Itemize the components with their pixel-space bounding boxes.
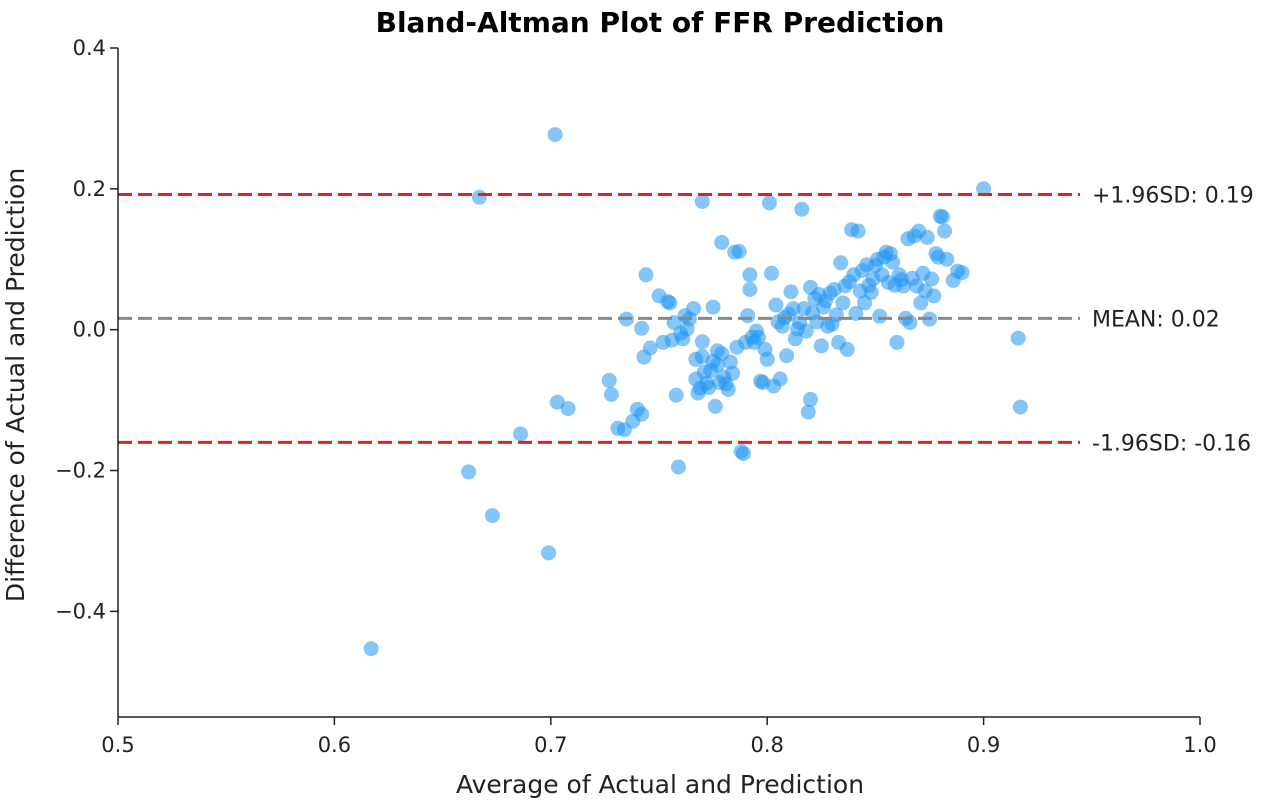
x-axis-label: Average of Actual and Prediction <box>456 770 864 799</box>
data-point <box>671 459 686 475</box>
data-point <box>471 189 487 205</box>
data-point <box>461 464 477 480</box>
data-point <box>772 371 788 387</box>
data-point <box>939 251 955 267</box>
upper-line-label: +1.96SD: 0.19 <box>1092 183 1254 208</box>
data-point <box>694 194 710 209</box>
y-tick-label: −0.4 <box>55 599 106 623</box>
data-point <box>919 229 935 245</box>
axis-ticks: 0.5 0.6 0.7 0.8 0.9 1.0 0.4 0.2 0.0 −0.2 −0.4 <box>55 36 1217 757</box>
data-point <box>761 195 777 211</box>
data-point <box>937 223 953 239</box>
data-point <box>924 271 940 287</box>
data-point <box>638 267 654 283</box>
data-point <box>662 295 678 311</box>
data-point <box>885 254 901 270</box>
data-point <box>541 545 557 561</box>
chart-title: Bland-Altman Plot of FFR Prediction <box>376 6 945 39</box>
data-point <box>889 334 905 350</box>
data-point <box>634 406 650 422</box>
x-tick-label: 0.8 <box>750 733 783 757</box>
data-point <box>803 391 818 407</box>
x-tick-label: 0.5 <box>101 733 134 757</box>
x-tick-label: 0.9 <box>967 733 1000 757</box>
data-point <box>722 354 738 370</box>
data-point <box>694 334 710 350</box>
data-point <box>634 320 650 336</box>
data-point <box>484 508 500 524</box>
data-point <box>783 284 799 300</box>
data-point <box>560 401 576 417</box>
data-point <box>742 282 758 297</box>
data-point <box>850 223 866 239</box>
reference-lines: +1.96SD: 0.19 MEAN: 0.02 -1.96SD: -0.16 <box>118 183 1254 456</box>
data-point <box>935 209 950 225</box>
data-point <box>742 267 758 283</box>
lower-line-label: -1.96SD: -0.16 <box>1092 431 1251 456</box>
data-point <box>714 234 730 250</box>
mean-line-label: MEAN: 0.02 <box>1092 307 1220 332</box>
data-point <box>735 446 751 462</box>
data-point <box>800 404 816 420</box>
data-point <box>794 201 810 217</box>
data-point <box>759 351 775 367</box>
data-point <box>764 265 779 281</box>
data-point <box>913 295 929 311</box>
data-point <box>1012 399 1028 415</box>
data-point <box>725 365 741 381</box>
data-point <box>707 398 723 414</box>
y-tick-label: 0.4 <box>73 36 106 60</box>
data-point <box>720 382 736 397</box>
data-point <box>798 323 814 339</box>
data-point <box>601 372 617 388</box>
data-point <box>785 301 801 317</box>
data-point <box>549 394 565 410</box>
data-point <box>740 308 756 324</box>
y-tick-label: 0.0 <box>73 318 106 342</box>
x-tick-label: 0.7 <box>534 733 567 757</box>
data-point <box>751 329 766 345</box>
data-point <box>813 338 829 354</box>
data-point <box>668 387 684 403</box>
data-point <box>363 641 379 657</box>
data-point <box>686 301 702 317</box>
data-point <box>954 265 970 281</box>
x-tick-label: 1.0 <box>1183 733 1216 757</box>
data-point <box>976 181 992 197</box>
data-points <box>363 127 1028 657</box>
data-point <box>603 387 619 402</box>
data-point <box>513 426 528 442</box>
data-point <box>547 127 563 143</box>
data-point <box>705 299 721 315</box>
data-point <box>839 341 855 357</box>
data-point <box>833 255 849 271</box>
y-axis-label: Difference of Actual and Prediction <box>1 168 30 602</box>
data-point <box>642 340 658 356</box>
data-point <box>779 348 795 364</box>
y-tick-label: 0.2 <box>73 177 106 201</box>
data-point <box>731 244 747 259</box>
data-point <box>835 295 851 311</box>
x-tick-label: 0.6 <box>318 733 351 757</box>
data-point <box>872 308 888 324</box>
data-point <box>768 297 784 313</box>
data-point <box>926 288 942 304</box>
data-point <box>709 357 725 373</box>
data-point <box>1010 330 1026 346</box>
data-point <box>863 284 879 300</box>
y-tick-label: −0.2 <box>55 459 106 483</box>
